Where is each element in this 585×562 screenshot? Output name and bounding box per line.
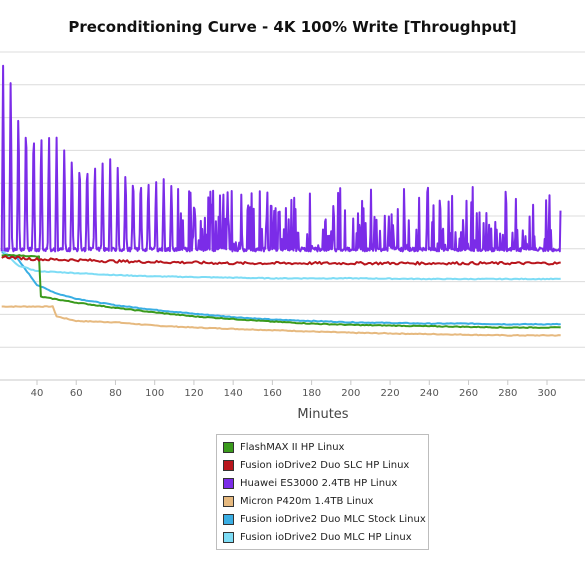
chart-title: Preconditioning Curve - 4K 100% Write [T… (68, 18, 517, 36)
legend-swatch (223, 459, 234, 471)
series-line-5 (1, 251, 561, 326)
x-tick-label: 160 (263, 388, 282, 399)
legend-label: FlashMAX II HP Linux (240, 441, 345, 453)
legend-item: Fusion ioDrive2 Duo MLC Stock Linux (217, 510, 428, 528)
legend-label: Fusion ioDrive2 Duo MLC Stock Linux (240, 513, 426, 525)
series-line-1 (1, 254, 561, 329)
x-tick-label: 220 (381, 388, 400, 399)
x-tick-label: 80 (109, 388, 122, 399)
x-tick-label: 300 (537, 388, 556, 399)
legend-swatch (223, 477, 234, 489)
x-tick-label: 60 (70, 388, 83, 399)
legend-swatch (223, 531, 234, 543)
legend-item: FlashMAX II HP Linux (217, 438, 428, 456)
legend-label: Fusion ioDrive2 Duo MLC HP Linux (240, 531, 412, 543)
legend: FlashMAX II HP Linux Fusion ioDrive2 Duo … (216, 434, 429, 550)
legend-item: Micron P420m 1.4TB Linux (217, 492, 428, 510)
series-line-6 (1, 249, 561, 281)
series-line-3 (0, 64, 562, 253)
legend-item: Huawei ES3000 2.4TB HP Linux (217, 474, 428, 492)
legend-swatch (223, 441, 234, 453)
x-tick-label: 100 (145, 388, 164, 399)
legend-item: Fusion ioDrive2 Duo MLC HP Linux (217, 528, 428, 546)
legend-item: Fusion ioDrive2 Duo SLC HP Linux (217, 456, 428, 474)
x-tick-label: 240 (420, 388, 439, 399)
x-tick-label: 140 (224, 388, 243, 399)
x-tick-label: 280 (498, 388, 517, 399)
plot-area: 40 60 80 100 120 140 160 180 200 220 240 260 280 300 M… (0, 51, 585, 420)
x-tick-label: 200 (341, 388, 360, 399)
legend-label: Fusion ioDrive2 Duo SLC HP Linux (240, 459, 410, 471)
series-line-4 (1, 305, 561, 337)
x-axis-ticks: 40 60 80 100 120 140 160 180 200 220 240 260 280 300 (31, 380, 557, 399)
legend-label: Micron P420m 1.4TB Linux (240, 495, 374, 507)
x-tick-label: 180 (302, 388, 321, 399)
legend-swatch (223, 513, 234, 525)
legend-label: Huawei ES3000 2.4TB HP Linux (240, 477, 398, 489)
x-axis-title: Minutes (297, 407, 348, 420)
x-tick-label: 40 (31, 388, 44, 399)
legend-swatch (223, 495, 234, 507)
x-tick-label: 260 (459, 388, 478, 399)
series-line-2 (1, 255, 561, 266)
x-tick-label: 120 (184, 388, 203, 399)
